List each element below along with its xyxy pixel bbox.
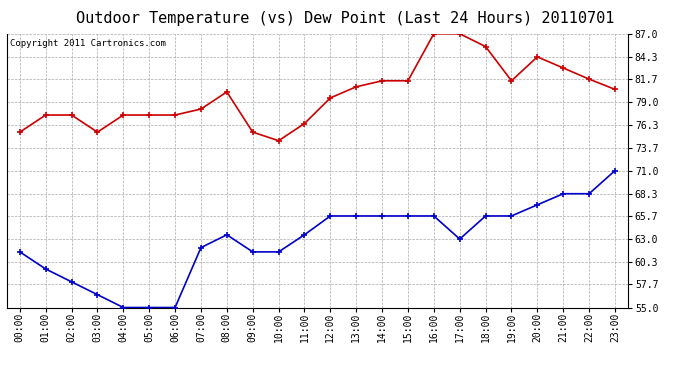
Text: Outdoor Temperature (vs) Dew Point (Last 24 Hours) 20110701: Outdoor Temperature (vs) Dew Point (Last… [76, 11, 614, 26]
Text: Copyright 2011 Cartronics.com: Copyright 2011 Cartronics.com [10, 39, 166, 48]
